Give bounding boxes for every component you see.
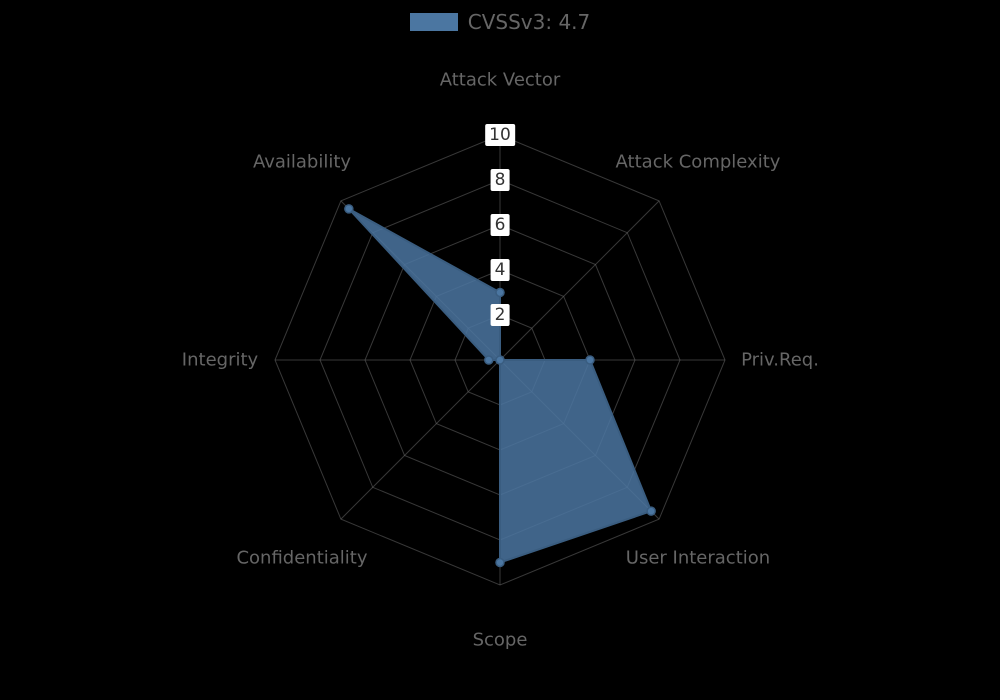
legend-swatch [410,13,458,31]
radial-tick-label: 6 [491,214,510,236]
axis-label: Confidentiality [236,547,367,568]
axis-label: Attack Complexity [616,152,781,173]
radial-tick-label: 4 [491,259,510,281]
radial-tick-label: 10 [485,124,515,146]
axis-label: Attack Vector [440,70,561,91]
axis-label: Priv.Req. [741,350,819,371]
radar-chart-svg [0,0,1000,700]
legend-label: CVSSv3: 4.7 [468,10,591,34]
radial-tick-label: 2 [491,304,510,326]
axis-label: User Interaction [626,547,770,568]
axis-label: Availability [253,152,351,173]
axis-label: Integrity [182,350,258,371]
axis-label: Scope [473,630,528,651]
chart-legend: CVSSv3: 4.7 [0,10,1000,35]
radar-chart-container: CVSSv3: 4.7 Attack Vector Attack Complexi… [0,0,1000,700]
radial-tick-label: 8 [491,169,510,191]
